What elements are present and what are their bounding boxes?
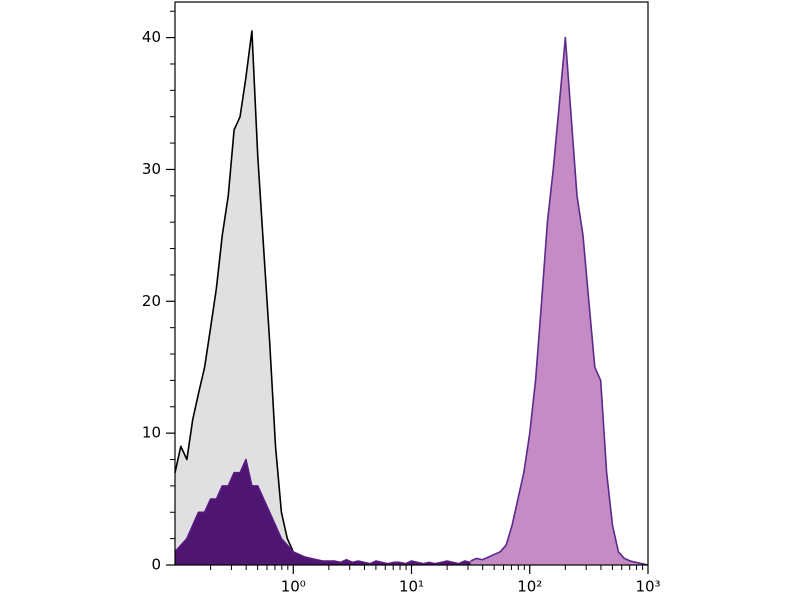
y-tick-label: 10 (142, 424, 161, 442)
x-tick-label: 10⁰ (281, 578, 306, 596)
x-tick-label: 10¹ (399, 578, 424, 596)
y-tick-label: 20 (142, 292, 161, 310)
y-tick-label: 0 (151, 556, 161, 574)
x-tick-label: 10² (517, 578, 542, 596)
y-tick-label: 40 (142, 28, 161, 46)
x-tick-label: 10³ (635, 578, 660, 596)
line (174, 458, 495, 565)
y-tick-label: 30 (142, 160, 161, 178)
area (175, 31, 317, 565)
area (470, 37, 648, 566)
area (175, 459, 495, 565)
line (470, 36, 649, 566)
